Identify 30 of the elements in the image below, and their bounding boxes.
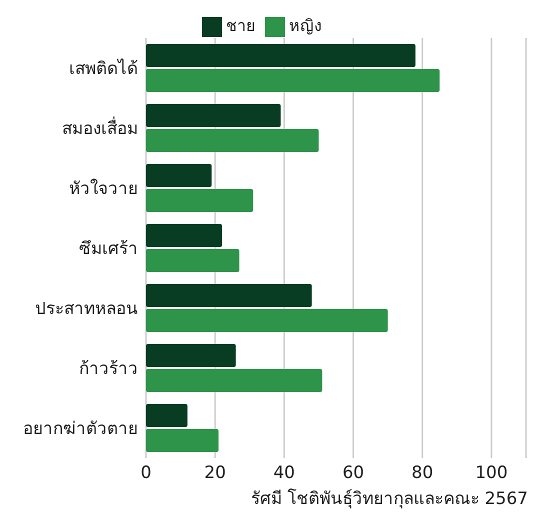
y-tick-label: ก้าวร้าว xyxy=(79,359,138,380)
bar xyxy=(146,309,388,332)
bar xyxy=(146,189,254,212)
x-tick-label: 0 xyxy=(140,463,152,484)
bar xyxy=(146,69,440,92)
bar xyxy=(146,429,219,452)
bar xyxy=(146,129,319,152)
bar xyxy=(146,284,312,307)
y-tick-label: ประสาทหลอน xyxy=(35,299,138,320)
x-tick-label: 80 xyxy=(412,463,434,484)
bar xyxy=(146,404,188,427)
text: รัศมี โชติพันธุ์วิทยากุลและคณะ 2567 xyxy=(250,488,529,511)
bar xyxy=(146,104,281,127)
y-tick-label: อยากฆ่าตัวตาย xyxy=(23,419,138,440)
x-tick-label: 60 xyxy=(342,463,364,484)
bar xyxy=(146,369,322,392)
y-tick-label: เสพติดได้ xyxy=(69,58,138,80)
x-tick-label: 100 xyxy=(475,463,508,484)
bar xyxy=(146,344,236,367)
x-tick-label: 40 xyxy=(273,463,295,484)
legend-label: หญิง xyxy=(289,16,322,35)
legend-label: ชาย xyxy=(226,16,255,35)
bar xyxy=(146,249,240,272)
y-tick-label: สมองเสื่อม xyxy=(62,116,138,140)
bar xyxy=(146,224,222,247)
y-tick-label: ซึมเศร้า xyxy=(79,239,138,260)
bar xyxy=(146,164,212,187)
bar xyxy=(146,44,416,67)
y-tick-label: หัวใจวาย xyxy=(69,178,138,200)
x-tick-label: 20 xyxy=(204,463,226,484)
